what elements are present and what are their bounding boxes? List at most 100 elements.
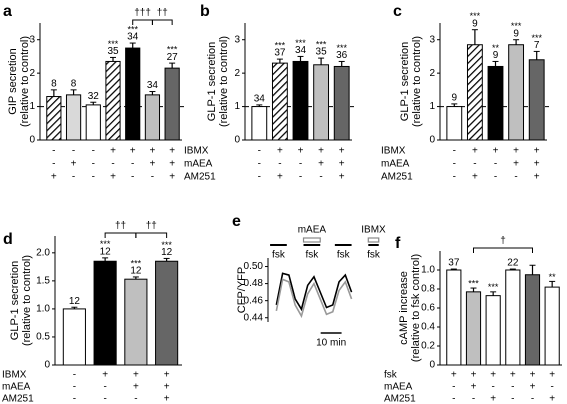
n-label: 12 — [161, 247, 173, 258]
condition-sign: + — [164, 370, 170, 381]
overlay-bar — [367, 237, 380, 243]
y-tick-label: 3 — [29, 34, 35, 45]
significance: *** — [468, 278, 479, 288]
panel-letter: b — [200, 3, 210, 20]
condition-sign: - — [494, 172, 497, 183]
y-tick-label: 2 — [29, 68, 35, 79]
condition-sign: + — [472, 172, 478, 183]
y-tick-label: 0.5 — [36, 332, 50, 343]
comparison-label: †† — [157, 8, 168, 19]
y-tick-label: 0.2 — [421, 341, 435, 352]
significance: *** — [108, 39, 119, 49]
condition-sign: - — [111, 159, 114, 170]
bar — [46, 96, 62, 141]
n-label: 35 — [316, 47, 328, 58]
condition-sign: - — [491, 382, 494, 393]
bar — [93, 260, 117, 366]
n-label: 7 — [534, 40, 540, 51]
bar — [544, 286, 560, 366]
bar — [105, 60, 121, 141]
comparison-label: ††† — [134, 8, 151, 19]
condition-name: IBMX — [381, 146, 406, 157]
condition-name: AM251 — [381, 172, 413, 183]
bar — [125, 47, 141, 141]
bar — [446, 269, 462, 366]
condition-sign: - — [258, 146, 261, 157]
y-axis-label: (relative to control) — [21, 255, 33, 346]
overlay-bar — [302, 237, 321, 243]
panel-letter: c — [393, 3, 402, 20]
stimulus-label: fsk — [305, 250, 319, 261]
y-tick-label: 0.48 — [244, 278, 264, 289]
condition-name: mAEA — [184, 159, 213, 170]
condition-sign: + — [110, 146, 116, 157]
condition-sign: - — [514, 172, 517, 183]
stimulus-label: fsk — [367, 250, 381, 261]
n-label: 34 — [254, 94, 266, 105]
condition-sign: + — [133, 370, 139, 381]
condition-sign: - — [550, 382, 553, 393]
bar — [485, 295, 501, 366]
significance: *** — [100, 239, 111, 249]
condition-name: mAEA — [381, 159, 410, 170]
bar — [164, 67, 180, 141]
condition-sign: - — [52, 159, 55, 170]
condition-sign: - — [472, 394, 475, 404]
bar — [62, 308, 86, 366]
y-tick-label: 1.0 — [421, 265, 435, 276]
scale-bar-label: 10 min — [316, 338, 346, 349]
condition-sign: - — [453, 146, 456, 157]
condition-sign: - — [134, 394, 137, 404]
condition-sign: - — [103, 382, 106, 393]
condition-sign: + — [534, 159, 540, 170]
condition-sign: - — [73, 370, 76, 381]
y-tick-label: 3 — [429, 34, 435, 45]
significance: *** — [470, 11, 481, 21]
significance: *** — [161, 240, 172, 250]
y-tick-label: 0 — [29, 135, 35, 146]
n-label: 34 — [147, 80, 159, 91]
condition-sign: + — [51, 172, 57, 183]
n-label: 9 — [452, 93, 458, 104]
overlay-label: mAEA — [298, 225, 327, 236]
condition-sign: - — [92, 146, 95, 157]
y-tick-label: 1.0 — [36, 304, 50, 315]
bar — [524, 274, 541, 366]
comparison-label: †† — [146, 221, 157, 232]
condition-sign: - — [131, 172, 134, 183]
condition-sign: + — [339, 146, 345, 157]
condition-sign: - — [452, 382, 455, 393]
condition-sign: - — [151, 172, 154, 183]
panel-letter: f — [395, 235, 401, 252]
bar — [124, 278, 148, 366]
comparison-bracket — [151, 19, 173, 25]
condition-sign: + — [164, 394, 170, 404]
y-tick-label: 1 — [429, 101, 435, 112]
condition-sign: - — [52, 146, 55, 157]
condition-sign: - — [511, 394, 514, 404]
condition-sign: + — [510, 370, 516, 381]
condition-sign: + — [150, 159, 156, 170]
significance: *** — [167, 44, 178, 54]
condition-sign: + — [534, 172, 540, 183]
condition-name: IBMX — [2, 370, 27, 381]
bar — [508, 44, 525, 141]
bar — [465, 291, 482, 366]
condition-sign: + — [530, 382, 536, 393]
condition-sign: + — [277, 146, 283, 157]
comparison-label: † — [500, 236, 506, 247]
significance: *** — [316, 39, 327, 49]
significance: *** — [127, 24, 138, 34]
y-axis-label: (relative to control) — [218, 36, 230, 127]
bar — [65, 94, 82, 141]
condition-sign: + — [490, 394, 496, 404]
condition-sign: + — [549, 370, 555, 381]
condition-name: mAEA — [2, 382, 31, 393]
y-tick-label: 1.5 — [36, 276, 50, 287]
condition-sign: - — [258, 159, 261, 170]
condition-sign: + — [169, 159, 175, 170]
n-label: 35 — [107, 46, 119, 57]
condition-sign: + — [150, 146, 156, 157]
condition-sign: + — [530, 370, 536, 381]
